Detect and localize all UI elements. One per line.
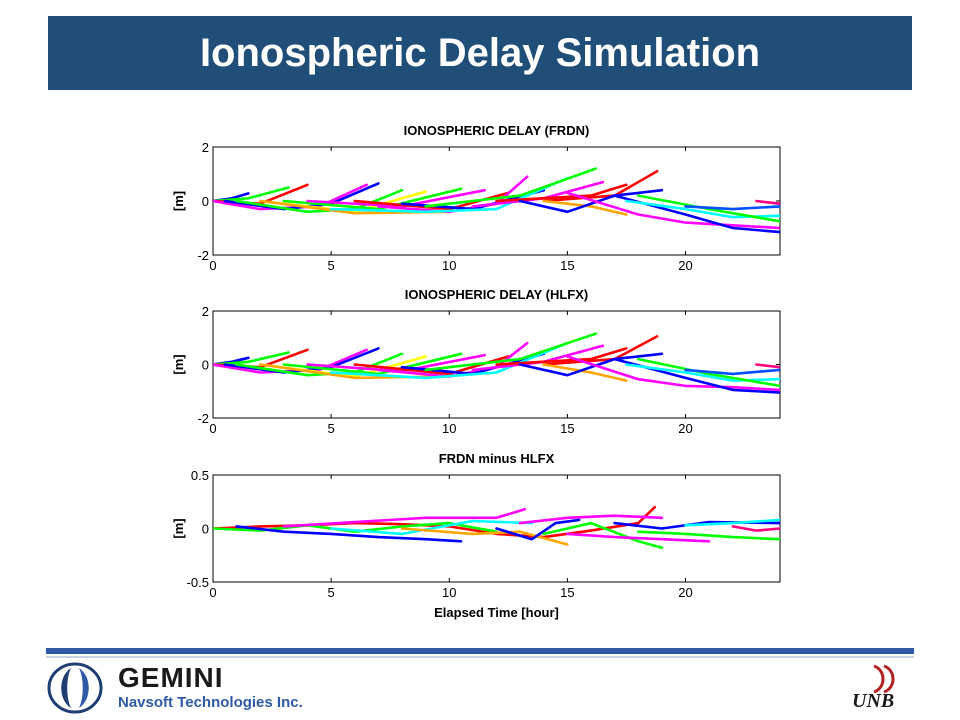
series-line-25	[684, 205, 780, 211]
y-axis-label: [m]	[171, 518, 186, 538]
y-axis-label: [m]	[171, 191, 186, 211]
series-line-15	[424, 332, 598, 372]
series-line-4	[282, 507, 527, 528]
chart-panel-1: IONOSPHERIC DELAY (FRDN)0 5 10 15 20-202[m]	[171, 123, 781, 273]
series-line-9	[306, 188, 487, 208]
x-tick-label: 10	[442, 258, 456, 273]
y-tick-label: -2	[197, 248, 209, 263]
series-line-3	[235, 525, 463, 543]
chart-panel-2: IONOSPHERIC DELAY (HLFX)0 5 10 15 20-202[m]	[171, 287, 781, 436]
x-tick-label: 10	[442, 585, 456, 600]
series-line-24	[636, 194, 780, 223]
series-line-12	[377, 175, 529, 214]
x-tick-label: 15	[560, 258, 574, 273]
series-line-19	[542, 363, 628, 382]
unb-crest-icon	[873, 664, 895, 694]
series-line-14	[329, 176, 569, 214]
series-line-8	[518, 514, 664, 525]
series-line-21	[566, 355, 780, 392]
series-line-15	[424, 167, 598, 208]
x-axis-label: Elapsed Time [hour]	[434, 605, 559, 620]
y-tick-label: 0	[202, 194, 209, 209]
series-line-17	[495, 347, 628, 366]
x-tick-label: 15	[560, 585, 574, 600]
series-line-23	[625, 363, 780, 382]
company-name: GEMINI	[118, 662, 224, 693]
series-line-7	[495, 518, 581, 541]
series-group	[213, 505, 780, 550]
x-tick-label: 5	[328, 421, 335, 436]
series-line-13	[684, 518, 780, 527]
series-line-10	[566, 532, 711, 543]
y-tick-label: 0	[202, 358, 209, 373]
x-tick-label: 15	[560, 421, 574, 436]
series-line-17	[495, 183, 628, 203]
chart-title: FRDN minus HLFX	[439, 451, 555, 466]
series-line-21	[566, 191, 780, 230]
series-line-9	[542, 521, 664, 550]
series-line-8	[282, 352, 463, 376]
x-tick-label: 20	[678, 258, 692, 273]
y-tick-label: 0.5	[191, 468, 209, 483]
x-tick-label: 10	[442, 421, 456, 436]
chart-title: IONOSPHERIC DELAY (HLFX)	[405, 287, 588, 302]
x-tick-label: 0	[209, 258, 216, 273]
series-line-12	[636, 530, 780, 541]
series-line-2	[213, 521, 498, 534]
series-line-26	[755, 199, 780, 205]
x-tick-label: 5	[328, 258, 335, 273]
y-tick-label: 2	[202, 140, 209, 155]
unb-logo-text: UNB	[852, 690, 895, 712]
x-tick-label: 20	[678, 421, 692, 436]
chart-title: IONOSPHERIC DELAY (FRDN)	[404, 123, 590, 138]
series-line-6	[400, 527, 569, 546]
series-group	[213, 332, 780, 394]
chart-figure: IONOSPHERIC DELAY (FRDN)0 5 10 15 20-202[m]I…	[171, 123, 781, 620]
y-tick-label: -0.5	[187, 575, 209, 590]
series-line-14	[329, 341, 569, 380]
page-title: Ionospheric Delay Simulation	[199, 30, 761, 75]
series-line-12	[377, 341, 529, 378]
footer-rule-thin	[46, 656, 914, 658]
x-tick-label: 0	[209, 585, 216, 600]
series-line-20	[518, 352, 664, 377]
x-tick-label: 20	[678, 585, 692, 600]
y-axis-label: [m]	[171, 354, 186, 374]
series-line-14	[731, 525, 780, 532]
series-line-8	[282, 187, 463, 211]
series-line-19	[542, 199, 628, 216]
series-line-25	[684, 368, 780, 376]
title-bar: Ionospheric Delay Simulation	[48, 16, 912, 90]
x-tick-label: 5	[328, 585, 335, 600]
company-subtitle: Navsoft Technologies Inc.	[118, 694, 303, 711]
series-line-5	[329, 519, 534, 536]
y-tick-label: 2	[202, 304, 209, 319]
series-line-20	[518, 188, 664, 214]
series-line-24	[636, 357, 780, 388]
x-tick-label: 0	[209, 421, 216, 436]
y-tick-label: 0	[202, 522, 209, 537]
series-line-26	[755, 363, 780, 369]
y-tick-label: -2	[197, 411, 209, 426]
series-group	[213, 167, 780, 234]
footer-rule	[46, 648, 914, 654]
gemini-logo-icon	[47, 662, 103, 714]
